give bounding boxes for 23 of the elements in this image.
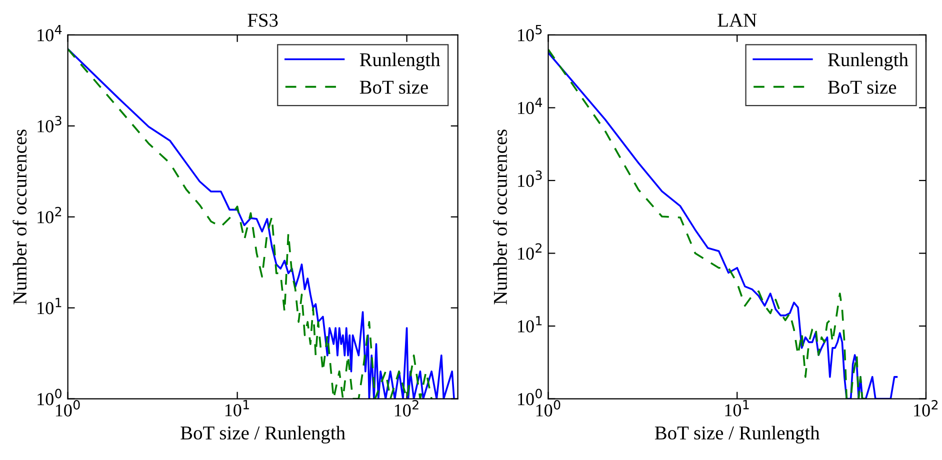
legend-label: Runlength: [360, 52, 440, 70]
chart-title: LAN: [718, 14, 757, 27]
x-tick-label: 10$^{1}$: [225, 400, 249, 416]
y-tick-label: 10$^{1}$: [518, 316, 542, 332]
x-axis-title: BoT size / Runlength: [180, 426, 346, 444]
x-tick-label: 10$^{2}$: [394, 400, 418, 416]
y-tick-label: 10$^{4}$: [518, 98, 542, 114]
y-tick-label: 10$^{2}$: [518, 243, 542, 260]
y-axis-title: Number of occurences: [493, 130, 507, 304]
y-tick-label: 10$^{3}$: [38, 116, 62, 132]
legend-label: BoT size: [360, 80, 428, 94]
legend-label: Runlength: [828, 52, 908, 70]
y-tick-label: 10$^{2}$: [38, 206, 62, 224]
chart-title: FS3: [248, 14, 278, 27]
y-axis-title: Number of occurences: [12, 130, 27, 304]
y-tick-label: 10$^{5}$: [518, 25, 542, 42]
y-tick-label: 10$^{1}$: [38, 298, 62, 314]
legend-label: BoT size: [828, 80, 896, 94]
x-tick-label: 10$^{2}$: [914, 400, 938, 416]
y-tick-label: 10$^{4}$: [38, 25, 62, 42]
x-tick-label: 10$^{1}$: [725, 400, 749, 416]
x-axis-title: BoT size / Runlength: [654, 426, 820, 444]
y-tick-label: 10$^{3}$: [518, 170, 542, 187]
